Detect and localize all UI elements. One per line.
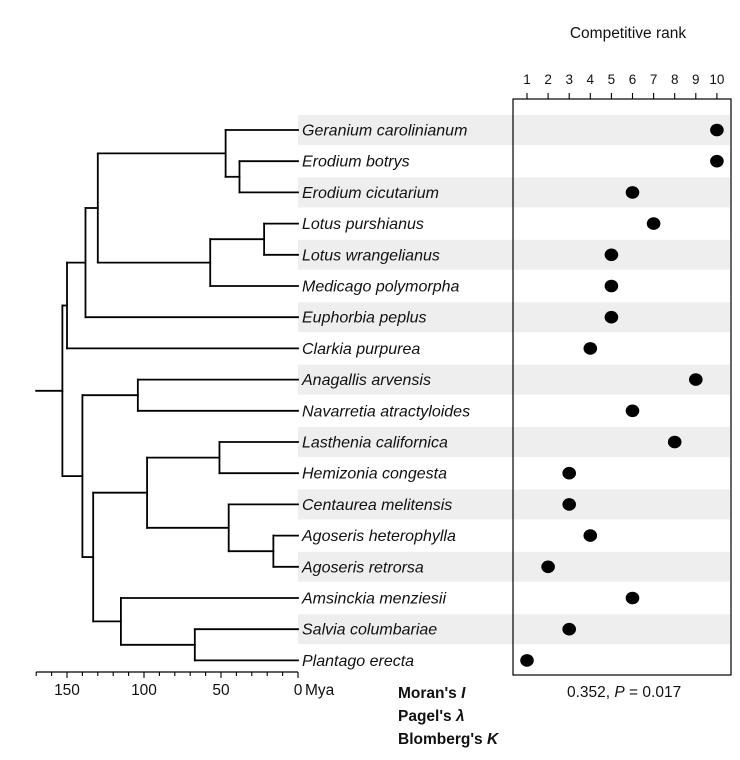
rank-tick-label: 5 bbox=[608, 72, 616, 87]
rank-point bbox=[604, 279, 619, 293]
row-stripe bbox=[298, 115, 730, 145]
phylogenetic-signal-stats: 0.352, P = 0.017 Moran's I Pagel's λ Blomb… bbox=[398, 684, 681, 748]
rank-point bbox=[710, 154, 724, 168]
rank-point bbox=[625, 591, 640, 605]
species-label: Hemizonia congesta bbox=[302, 466, 447, 483]
rank-tick-label: 9 bbox=[692, 72, 700, 87]
rank-point bbox=[604, 248, 619, 262]
species-label: Medicago polymorpha bbox=[302, 279, 460, 296]
rank-plot: Competitive rank 1 2 3 4 5 6 7 8 9 10 bbox=[512, 25, 732, 676]
species-label: Centaurea melitensis bbox=[302, 497, 452, 514]
rank-tick-label: 2 bbox=[544, 72, 552, 87]
species-label: Plantago erecta bbox=[302, 653, 414, 670]
species-label: Salvia columbariae bbox=[302, 622, 437, 639]
row-stripe bbox=[298, 302, 730, 333]
row-stripe bbox=[298, 239, 730, 270]
rank-point bbox=[646, 217, 661, 230]
rank-point bbox=[604, 310, 619, 324]
rank-point bbox=[541, 560, 555, 574]
rank-tick-label: 4 bbox=[587, 72, 595, 87]
rank-tick-label: 7 bbox=[650, 72, 658, 87]
x-ticks: 1 2 3 4 5 6 7 8 9 10 bbox=[523, 72, 724, 99]
species-label: Amsinckia menziesii bbox=[301, 591, 446, 608]
rank-point bbox=[625, 186, 640, 199]
row-stripe bbox=[298, 427, 730, 457]
species-label: Agoseris retrorsa bbox=[301, 559, 424, 576]
stats-p-label: P bbox=[614, 684, 625, 701]
species-label: Euphorbia peplus bbox=[302, 310, 427, 327]
species-labels: Geranium carolinianum Erodium botrys Erodi… bbox=[301, 123, 470, 670]
rank-tick-label: 3 bbox=[565, 72, 573, 87]
row-stripe bbox=[298, 177, 730, 208]
rank-point bbox=[625, 404, 640, 418]
rank-tick-label: 1 bbox=[523, 72, 531, 87]
species-label: Clarkia purpurea bbox=[302, 341, 420, 358]
species-label: Navarretia atractyloides bbox=[302, 403, 470, 420]
row-stripe bbox=[298, 489, 730, 520]
rank-tick-label: 10 bbox=[709, 72, 724, 87]
rank-point bbox=[667, 435, 682, 449]
row-stripe bbox=[298, 551, 730, 582]
time-tick-label: 150 bbox=[54, 682, 80, 699]
species-label: Lotus wrangelianus bbox=[302, 247, 440, 264]
species-label: Geranium carolinianum bbox=[302, 123, 467, 140]
species-label: Anagallis arvensis bbox=[301, 372, 431, 389]
rank-tick-label: 8 bbox=[671, 72, 679, 87]
stats-result: 0.352, P = 0.017 bbox=[567, 684, 681, 701]
species-label: Erodium cicutarium bbox=[302, 185, 439, 202]
row-stripe bbox=[298, 614, 730, 645]
species-label: Agoseris heterophylla bbox=[301, 528, 456, 545]
chart-title: Competitive rank bbox=[570, 25, 687, 42]
rank-point bbox=[520, 654, 534, 667]
rank-tick-label: 6 bbox=[629, 72, 637, 87]
rank-point bbox=[689, 373, 703, 386]
time-tick-label: 0 bbox=[294, 682, 303, 699]
stats-p-value: = 0.017 bbox=[625, 684, 681, 701]
stats-value: 0.352, bbox=[567, 684, 614, 701]
stats-label: Pagel's λ bbox=[398, 708, 465, 725]
stats-label: Blomberg's K bbox=[398, 731, 500, 748]
species-label: Lasthenia californica bbox=[302, 435, 448, 452]
phylogenetic-tree bbox=[35, 129, 299, 662]
species-label: Lotus purshianus bbox=[302, 216, 424, 233]
rank-points bbox=[520, 123, 724, 667]
rank-point bbox=[562, 498, 576, 511]
time-axis-unit: Mya bbox=[305, 682, 335, 699]
rank-point bbox=[710, 123, 724, 137]
row-stripe bbox=[298, 364, 730, 395]
rank-point bbox=[562, 622, 576, 636]
rank-point bbox=[562, 466, 576, 480]
rank-point bbox=[583, 529, 598, 542]
time-tick-label: 100 bbox=[131, 682, 157, 699]
plot-frame bbox=[512, 98, 732, 676]
time-axis: 150 100 50 0 Mya bbox=[35, 671, 335, 699]
time-tick-label: 50 bbox=[212, 682, 230, 699]
stats-label: Moran's I bbox=[398, 685, 466, 702]
row-stripes bbox=[298, 115, 730, 645]
rank-point bbox=[583, 342, 598, 355]
species-label: Erodium botrys bbox=[302, 154, 410, 171]
